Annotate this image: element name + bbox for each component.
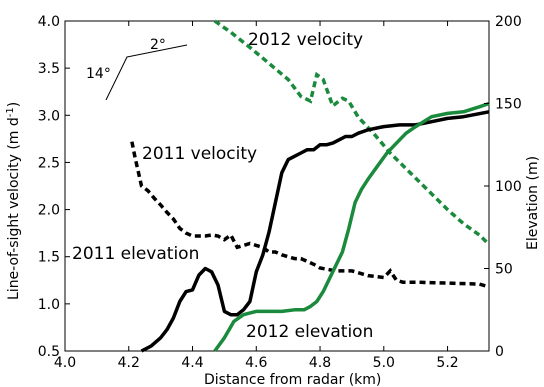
x-tick-label: 5.2 bbox=[436, 355, 458, 371]
y-axis-label-left-end: ) bbox=[6, 102, 22, 107]
series-2011-velocity bbox=[130, 141, 490, 289]
x-tick-label: 5.0 bbox=[373, 355, 395, 371]
x-tick-label: 4.8 bbox=[309, 355, 331, 371]
annotation-2012-elevation: 2012 elevation bbox=[246, 322, 373, 342]
y-left-tick-label: 3.5 bbox=[38, 61, 60, 77]
y-axis-label-left-main: Line-of-sight velocity (m d bbox=[6, 117, 22, 300]
y-left-tick-label: 1.0 bbox=[38, 297, 60, 313]
x-tick-label: 4.0 bbox=[54, 355, 76, 371]
y-right-tick-label: 0 bbox=[495, 344, 504, 360]
y-right-tick-label: 150 bbox=[495, 97, 522, 113]
x-tick-label: 4.4 bbox=[181, 355, 203, 371]
slope-angle-inset: 2° 14° bbox=[86, 37, 188, 101]
y-left-tick-label: 2.5 bbox=[38, 155, 60, 171]
slope-angle-large-label: 14° bbox=[86, 66, 111, 82]
y-left-tick-label: 0.5 bbox=[38, 344, 60, 360]
y-left-tick-label: 2.0 bbox=[38, 203, 60, 219]
y-axis-label-right: Elevation (m) bbox=[525, 156, 541, 250]
y-left-tick-label: 1.5 bbox=[38, 250, 60, 266]
x-tick-label: 4.2 bbox=[118, 355, 140, 371]
annotation-2011-velocity: 2011 velocity bbox=[142, 144, 257, 164]
y-right-tick-label: 50 bbox=[495, 262, 513, 278]
y-left-tick-label: 3.0 bbox=[38, 108, 60, 124]
x-tick-label: 4.6 bbox=[245, 355, 267, 371]
y-axis-label-left: Line-of-sight velocity (m d-1) bbox=[5, 102, 22, 300]
axis-ticks: 4.0 4.2 4.4 4.6 4.8 5.0 5.2 0.5 1.0 1.5 2.0 2.5 3.0 3… bbox=[38, 14, 522, 371]
slope-angle-small-label: 2° bbox=[150, 37, 166, 53]
y-right-tick-label: 100 bbox=[495, 179, 522, 195]
series-layer bbox=[130, 19, 491, 353]
series-2011-elevation bbox=[140, 110, 490, 353]
x-axis-label: Distance from radar (km) bbox=[204, 372, 381, 387]
annotation-2012-velocity: 2012 velocity bbox=[248, 30, 363, 50]
y-left-tick-label: 4.0 bbox=[38, 14, 60, 30]
y-axis-label-left-sup: -1 bbox=[5, 107, 16, 117]
series-2012-elevation bbox=[213, 101, 490, 353]
y-right-tick-label: 200 bbox=[495, 14, 522, 30]
annotation-2011-elevation: 2011 elevation bbox=[72, 244, 199, 264]
series-2012-velocity bbox=[213, 19, 491, 246]
slope-angle-lines bbox=[105, 44, 188, 101]
